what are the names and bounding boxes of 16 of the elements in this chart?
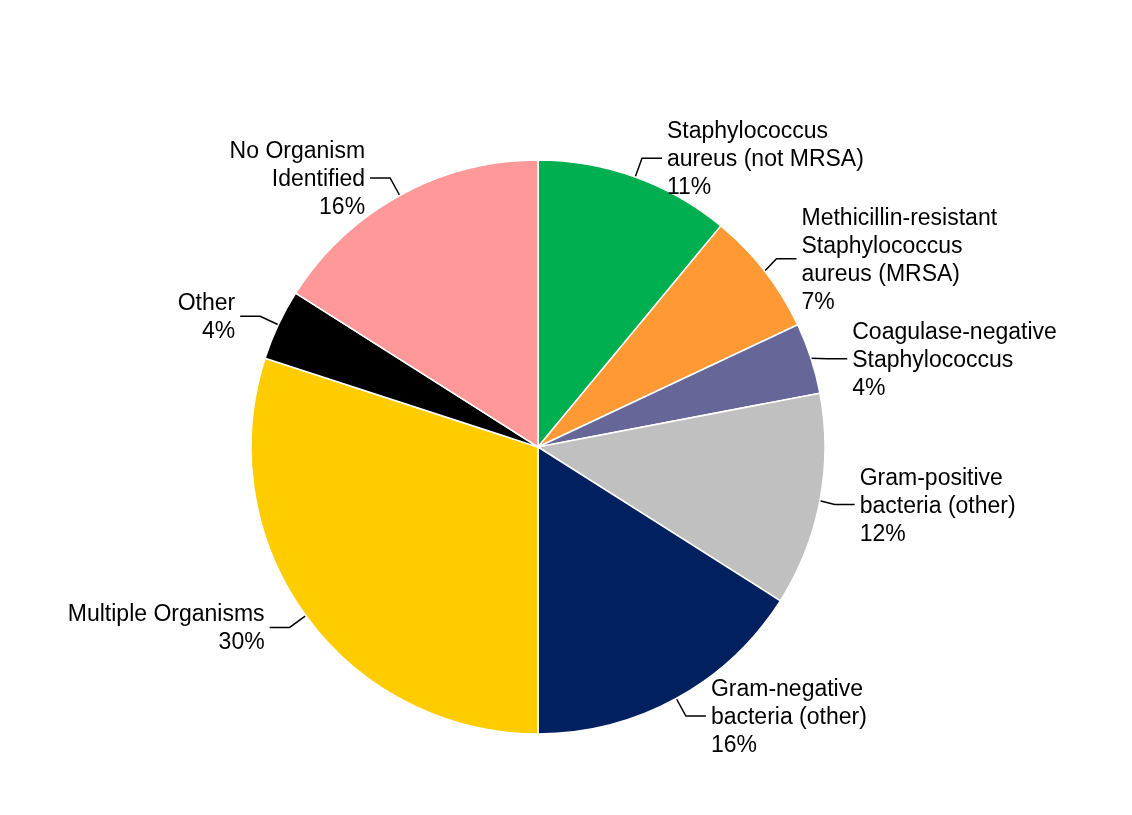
slice-label: Coagulase-negative Staphylococcus (852, 317, 1057, 372)
slice-label: No Organism Identified (229, 136, 366, 191)
slice-label: Methicillin-resistant Staphylococcus aureus (MRSA) (801, 203, 998, 286)
data-label: 7% (801, 287, 835, 314)
data-label: 11% (666, 173, 712, 200)
data-label: 30% (218, 628, 265, 655)
data-label: 16% (319, 192, 366, 219)
data-label: 16% (710, 731, 757, 758)
slice-label: Gram-positive bacteria (other) (859, 463, 1016, 518)
data-label: 12% (859, 519, 906, 546)
slice-label: Gram-negative bacteria (other) (710, 675, 867, 730)
data-label: 4% (201, 317, 236, 344)
slice-label: Multiple Organisms (67, 600, 265, 627)
slice-label: Other (177, 289, 236, 316)
data-label: 4% (852, 373, 886, 400)
slice-label: Staphylococcus aureus (not MRSA) (666, 117, 864, 172)
